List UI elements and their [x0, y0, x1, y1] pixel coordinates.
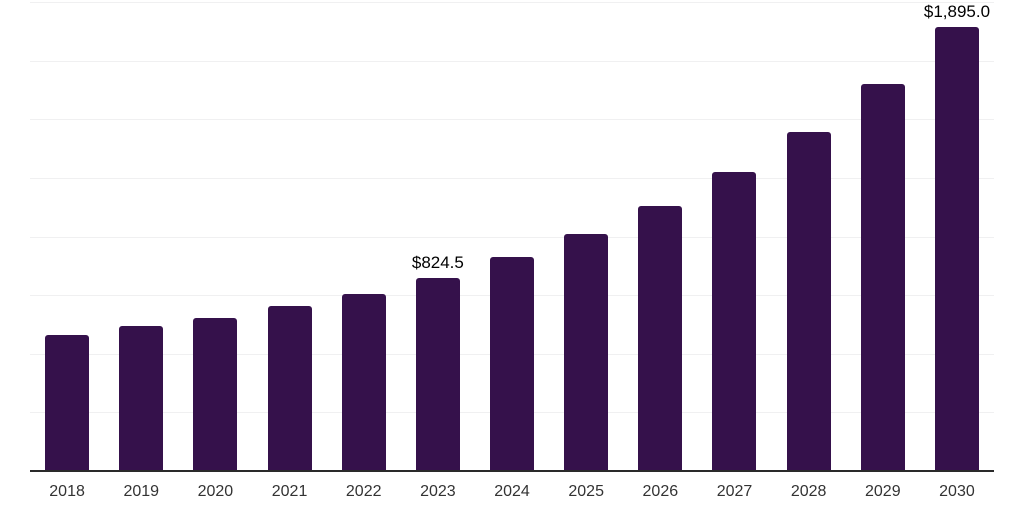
gridline-2000	[30, 2, 994, 3]
bar-slot-2025	[549, 0, 623, 471]
bar-2024	[490, 257, 535, 471]
bar-slot-2027	[697, 0, 771, 471]
x-axis-line	[30, 470, 994, 472]
bar-2022	[341, 293, 386, 471]
bars-container: $824.5 $1,895.0	[30, 0, 994, 471]
bar-slot-2020	[178, 0, 252, 471]
bar-2023	[415, 277, 460, 471]
gridline-1250	[30, 177, 994, 179]
bar-2026	[638, 206, 683, 471]
x-axis-label-2028: 2028	[790, 483, 827, 500]
gridline-1500	[30, 119, 994, 121]
bar-2027	[712, 171, 757, 471]
x-axis-label-2019: 2019	[123, 483, 160, 500]
x-axis-label-2030: 2030	[939, 483, 975, 500]
bar-slot-2018	[30, 0, 104, 471]
bar-value-label-2023: $824.5	[411, 252, 464, 272]
bar-value-label-2030: $1,895.0	[923, 1, 991, 21]
gridline-1000	[30, 236, 994, 238]
x-axis-label-2020: 2020	[197, 483, 234, 500]
bar-2020	[193, 317, 238, 471]
bar-slot-2029	[846, 0, 920, 471]
x-axis-label-2027: 2027	[716, 483, 753, 500]
bar-2019	[119, 326, 164, 471]
bar-2029	[860, 84, 905, 471]
bar-slot-2028	[772, 0, 846, 471]
bar-slot-2026	[623, 0, 697, 471]
bar-slot-2030: $1,895.0	[920, 0, 994, 471]
x-axis-label-2022: 2022	[345, 483, 382, 500]
bar-2018	[45, 334, 90, 471]
bar-2030	[934, 26, 979, 471]
bar-2028	[786, 131, 831, 471]
x-axis-label-2023: 2023	[420, 483, 456, 500]
x-axis-label-2024: 2024	[494, 483, 530, 500]
x-axis-label-2026: 2026	[642, 483, 679, 500]
bar-2021	[267, 305, 312, 471]
plot-area: $824.5 $1,895.0	[30, 0, 994, 472]
bar-slot-2019	[104, 0, 178, 471]
x-axis-label-2018: 2018	[49, 483, 85, 500]
bar-slot-2021	[252, 0, 326, 471]
x-axis-label-2029: 2029	[865, 483, 901, 500]
x-axis-label-2025: 2025	[568, 483, 604, 500]
gridline-1750	[30, 60, 994, 62]
bar-slot-2024	[475, 0, 549, 471]
x-axis-label-2021: 2021	[271, 483, 308, 500]
x-axis-labels: 2018 2019 2020 2021 2022 2023 2024 2025 2026 2027…	[30, 482, 994, 501]
bar-slot-2022	[327, 0, 401, 471]
bar-slot-2023: $824.5	[401, 0, 475, 471]
bar-2025	[564, 234, 609, 471]
